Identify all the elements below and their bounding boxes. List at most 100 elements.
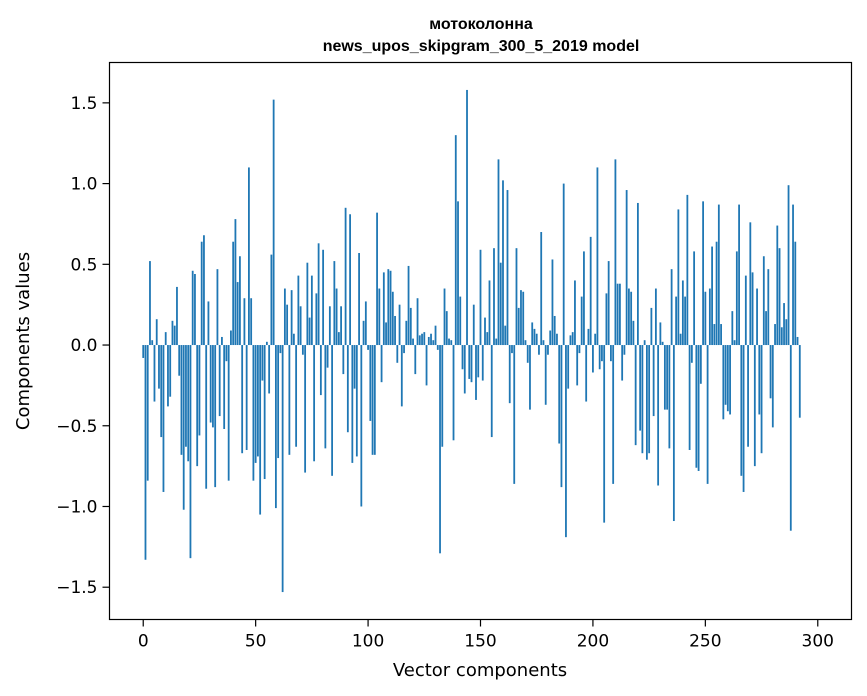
bar: [351, 345, 354, 463]
bar: [378, 288, 381, 346]
bar: [448, 338, 450, 346]
bar: [508, 345, 511, 404]
bar: [385, 322, 387, 346]
bar: [457, 201, 459, 346]
bar: [234, 219, 237, 346]
bar: [601, 345, 603, 362]
bar: [198, 345, 201, 436]
bar: [337, 332, 340, 346]
bar: [196, 345, 199, 467]
bar: [549, 330, 552, 346]
bar: [738, 204, 740, 346]
bar: [517, 307, 520, 346]
bar: [241, 345, 244, 454]
bar: [553, 315, 556, 346]
bar: [616, 283, 619, 346]
bar: [461, 345, 464, 370]
bar: [221, 336, 223, 346]
bar: [744, 275, 747, 346]
bar: [558, 345, 561, 444]
bar: [765, 311, 767, 346]
bar: [787, 185, 790, 346]
bar: [403, 345, 405, 354]
bar: [194, 274, 196, 346]
bar: [672, 345, 675, 522]
bar: [583, 251, 585, 346]
bar: [151, 340, 154, 346]
bar: [162, 345, 165, 492]
bar: [645, 345, 648, 460]
bar: [679, 333, 682, 346]
bar: [668, 345, 671, 449]
bar: [526, 345, 529, 363]
bar: [205, 345, 208, 489]
x-tick-label: 50: [245, 632, 267, 652]
y-tick-label: −0.5: [56, 417, 97, 437]
bar: [149, 261, 151, 346]
bar: [567, 345, 570, 389]
bar: [297, 275, 300, 346]
bar: [560, 345, 563, 488]
bar: [641, 345, 644, 454]
bar: [576, 345, 579, 386]
bar: [153, 345, 156, 402]
bar: [270, 254, 273, 346]
bar: [218, 345, 221, 417]
bar: [468, 345, 471, 379]
bar: [185, 345, 187, 447]
bar: [783, 303, 785, 346]
bar: [475, 345, 477, 400]
bar: [477, 345, 480, 378]
bar: [495, 338, 498, 346]
bar: [571, 332, 574, 346]
bar: [654, 288, 657, 346]
bar: [742, 345, 745, 492]
x-axis-ticks: 0 50 100 150 200 250 300: [138, 619, 834, 652]
bar: [596, 167, 599, 346]
bar: [268, 345, 271, 394]
bar: [230, 330, 232, 346]
bar: [173, 325, 176, 346]
bar: [164, 332, 167, 346]
bar: [387, 269, 390, 346]
bar: [704, 291, 707, 346]
bar: [342, 345, 345, 375]
bar: [747, 345, 749, 447]
bar: [259, 345, 262, 515]
bar: [663, 345, 666, 410]
bar: [762, 256, 765, 346]
bar: [290, 290, 293, 346]
x-tick-label: 200: [577, 632, 609, 652]
bar: [659, 322, 662, 346]
bar: [434, 325, 437, 346]
bar: [306, 262, 309, 346]
bar: [515, 248, 518, 346]
bar: [551, 259, 554, 346]
bar: [216, 269, 219, 346]
bar: [529, 345, 531, 410]
bar: [724, 345, 727, 405]
bar: [767, 269, 770, 346]
bar: [232, 241, 235, 346]
bar: [740, 345, 743, 476]
bar: [245, 345, 248, 450]
bar: [445, 311, 448, 346]
bar: [751, 272, 754, 346]
x-tick-label: 250: [689, 632, 721, 652]
bar: [265, 341, 268, 346]
bar: [690, 345, 693, 363]
bar: [212, 345, 214, 428]
bar: [796, 336, 799, 346]
bar: [299, 306, 302, 346]
bar: [713, 324, 716, 346]
bar: [427, 336, 430, 346]
bar: [466, 89, 468, 346]
bar: [171, 320, 174, 346]
bar: [452, 345, 455, 441]
bar: [538, 345, 540, 355]
bar: [731, 311, 734, 346]
bar: [708, 288, 711, 346]
bar: [556, 333, 558, 346]
bar: [607, 261, 610, 346]
